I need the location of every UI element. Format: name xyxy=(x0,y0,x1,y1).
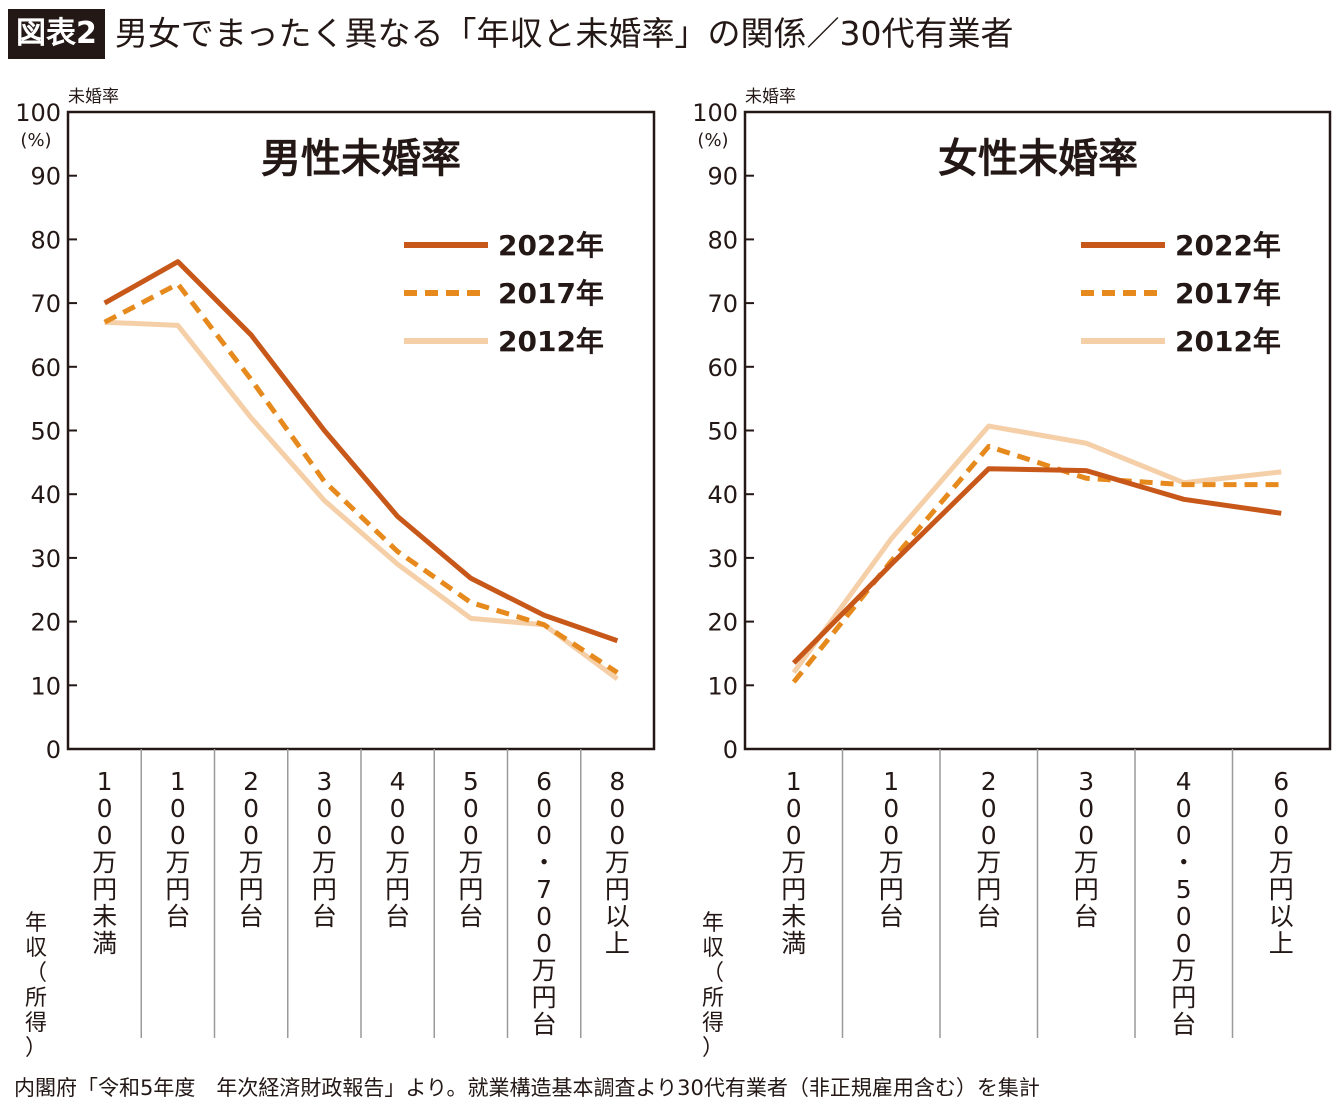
x-category-label: 4 0 0 万円台 xyxy=(385,767,410,931)
legend-label: 2022年 xyxy=(1175,229,1281,262)
y-axis-label: 未婚率 xyxy=(68,87,119,107)
source-note: 内閣府「令和5年度 年次経済財政報告」より。就業構造基本調査より30代有業者（非… xyxy=(14,1076,1040,1100)
series-line-2022年 xyxy=(791,466,1282,665)
chart-panel-1: 0 10 20 30 40 50 60 70 80 90 100 未婚率 (%) 女性未婚率 1 0 0 万円未満… xyxy=(692,87,1332,1061)
y-tick-label: 60 xyxy=(707,354,738,382)
chart-title: 女性未婚率 xyxy=(938,136,1138,182)
y-axis-unit: (%) xyxy=(20,130,51,151)
x-category-label: 1 0 0 万円未満 xyxy=(781,767,806,958)
y-tick-label: 10 xyxy=(707,672,738,700)
legend-label: 2012年 xyxy=(498,325,604,358)
figure-header: 図表2 男女でまったく異なる「年収と未婚率」の関係／30代有業者 xyxy=(8,8,1014,60)
y-tick-label: 50 xyxy=(30,418,61,446)
plot-frame xyxy=(743,110,1332,751)
legend-label: 2022年 xyxy=(498,229,604,262)
y-tick-label: 80 xyxy=(707,226,738,254)
y-tick-label: 0 xyxy=(723,736,738,764)
legend-label: 2012年 xyxy=(1175,325,1281,358)
x-category-label: 1 0 0 万円台 xyxy=(879,767,904,931)
x-category-label: 4 0 0 ・ 5 0 0 万円台 xyxy=(1171,767,1196,1039)
series-line-2012年 xyxy=(791,423,1282,675)
x-category-label: 2 0 0 万円台 xyxy=(239,767,264,931)
y-tick-label: 30 xyxy=(707,545,738,573)
plot-frame xyxy=(66,110,656,751)
y-tick-label: 60 xyxy=(30,354,61,382)
x-category-label: 8 0 0 万円以上 xyxy=(605,767,630,958)
x-category-label: 6 0 0 ・ 7 0 0 万円台 xyxy=(532,767,557,1039)
y-tick-label: 90 xyxy=(30,163,61,191)
y-tick-label: 70 xyxy=(707,290,738,318)
chart-title: 男性未婚率 xyxy=(261,136,461,182)
x-category-label: 2 0 0 万円台 xyxy=(976,767,1001,931)
x-category-label: 6 0 0 万円以上 xyxy=(1269,767,1294,958)
y-tick-label: 90 xyxy=(707,163,738,191)
x-axis-label: 年収（所得） xyxy=(702,911,724,1061)
figure-title: 男女でまったく異なる「年収と未婚率」の関係／30代有業者 xyxy=(114,14,1014,53)
y-tick-label: 80 xyxy=(30,226,61,254)
y-tick-label: 40 xyxy=(707,481,738,509)
x-category-label: 1 0 0 万円台 xyxy=(165,767,190,931)
series-line-2017年 xyxy=(103,281,619,675)
series-line-2022年 xyxy=(103,259,619,644)
y-tick-label: 100 xyxy=(15,99,61,127)
y-tick-label: 40 xyxy=(30,481,61,509)
y-axis-unit: (%) xyxy=(697,130,728,151)
x-category-label: 3 0 0 万円台 xyxy=(312,767,337,931)
y-tick-label: 20 xyxy=(30,609,61,637)
figure-number-badge: 図表2 xyxy=(8,9,105,59)
y-tick-label: 70 xyxy=(30,290,61,318)
y-tick-label: 30 xyxy=(30,545,61,573)
y-axis-label: 未婚率 xyxy=(745,87,796,107)
y-tick-label: 20 xyxy=(707,609,738,637)
y-tick-label: 50 xyxy=(707,418,738,446)
x-axis-label: 年収（所得） xyxy=(25,911,47,1061)
x-category-label: 5 0 0 万円台 xyxy=(458,767,483,931)
y-tick-label: 100 xyxy=(692,99,738,127)
legend-label: 2017年 xyxy=(498,277,604,310)
chart-panel-0: 0 10 20 30 40 50 60 70 80 90 100 未婚率 (%) 男性未婚率 1 0 0 万円未満… xyxy=(15,87,656,1061)
x-category-label: 3 0 0 万円台 xyxy=(1074,767,1099,931)
legend-label: 2017年 xyxy=(1175,277,1281,310)
x-category-label: 1 0 0 万円未満 xyxy=(92,767,117,958)
y-tick-label: 0 xyxy=(46,736,61,764)
y-tick-label: 10 xyxy=(30,672,61,700)
series-line-2012年 xyxy=(104,319,619,681)
